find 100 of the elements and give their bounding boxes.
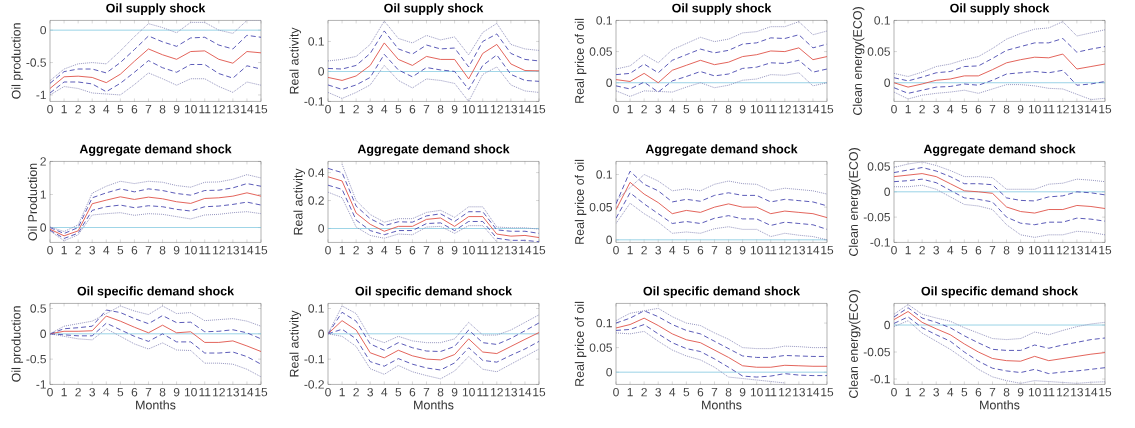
y-tick-label: 0 xyxy=(40,223,47,232)
y-tick-label: -0.1 xyxy=(304,97,324,106)
x-tick-label: 7 xyxy=(145,387,152,396)
y-tick-label: 2 xyxy=(40,157,46,166)
x-tick-label: 12 xyxy=(1057,387,1069,397)
x-tick-label: 12 xyxy=(213,387,225,397)
x-tick-label: 15 xyxy=(255,387,268,397)
x-tick-label: 15 xyxy=(1099,104,1112,114)
x-tick-label: 4 xyxy=(947,245,954,254)
x-tick-label: 10 xyxy=(462,245,475,255)
x-axis-title: Months xyxy=(702,400,742,410)
x-tick-label: 3 xyxy=(655,387,662,397)
x-tick-label: 12 xyxy=(491,387,503,397)
x-tick-label: 14 xyxy=(519,245,532,254)
x-tick-label: 8 xyxy=(1003,104,1010,114)
y-axis-title: Real activity xyxy=(289,310,302,377)
x-tick-label: 1 xyxy=(61,104,67,113)
x-tick-label: 5 xyxy=(395,245,402,255)
y-axis-title: Oil production xyxy=(11,23,24,99)
y-tick-label: 0.05 xyxy=(867,47,890,56)
x-tick-label: 11 xyxy=(765,387,777,396)
x-tick-label: 1 xyxy=(627,104,633,113)
x-tick-label: 2 xyxy=(75,245,81,255)
x-tick-label: 14 xyxy=(1085,387,1098,396)
x-tick-label: 12 xyxy=(1057,104,1069,114)
x-tick-label: 12 xyxy=(213,104,225,114)
x-tick-label: 4 xyxy=(947,104,954,113)
x-tick-label: 4 xyxy=(669,387,676,396)
x-tick-label: 6 xyxy=(697,245,704,255)
x-tick-label: 10 xyxy=(750,104,763,114)
y-tick-label: 0 xyxy=(884,78,891,87)
x-tick-label: 7 xyxy=(989,245,996,254)
x-tick-label: 7 xyxy=(711,104,718,113)
y-axis-title: Oil production xyxy=(11,306,24,382)
x-tick-label: 1 xyxy=(339,245,345,254)
x-tick-label: 11 xyxy=(477,104,489,113)
x-tick-label: 10 xyxy=(462,387,475,397)
x-tick-label: 14 xyxy=(241,387,254,396)
x-tick-label: 1 xyxy=(339,104,345,113)
x-tick-label: 1 xyxy=(627,245,633,254)
y-tick-label: 0 xyxy=(606,367,613,377)
x-tick-label: 5 xyxy=(683,387,690,397)
x-tick-label: 9 xyxy=(739,245,746,255)
x-tick-label: 13 xyxy=(1071,245,1083,255)
chart-title: Oil specific demand shock xyxy=(77,286,235,298)
y-tick-label: 1 xyxy=(40,190,46,199)
x-tick-label: 7 xyxy=(145,245,152,254)
y-tick-label: 0.5 xyxy=(30,304,46,313)
x-tick-label: 7 xyxy=(711,387,718,396)
x-tick-label: 13 xyxy=(793,104,805,114)
y-tick-label: -0.2 xyxy=(304,380,324,389)
x-tick-label: 8 xyxy=(725,245,732,255)
y-tick-label: -0.1 xyxy=(870,374,890,384)
y-tick-label: 0 xyxy=(606,78,613,87)
x-tick-label: 9 xyxy=(173,104,180,114)
x-tick-label: 6 xyxy=(409,245,416,255)
x-tick-label: 10 xyxy=(1028,104,1041,114)
y-axis-title: Real activity xyxy=(293,168,306,235)
y-tick-label: -0.1 xyxy=(870,238,890,247)
chart-title: Aggregate demand shock xyxy=(923,144,1076,156)
x-tick-label: 6 xyxy=(409,387,416,397)
x-tick-label: 8 xyxy=(725,387,732,397)
x-tick-label: 11 xyxy=(1043,245,1055,254)
y-tick-label: 0 xyxy=(884,187,891,196)
y-axis-title: Real price of oil xyxy=(574,18,587,103)
y-tick-label: 0 xyxy=(606,235,613,244)
x-tick-label: 7 xyxy=(711,245,718,254)
y-tick-label: 0 xyxy=(40,25,47,35)
x-tick-label: 13 xyxy=(505,104,517,114)
x-tick-label: 1 xyxy=(61,387,67,396)
x-tick-label: 2 xyxy=(919,245,925,255)
chart-title: Aggregate demand shock xyxy=(645,144,798,156)
y-tick-label: 0.1 xyxy=(596,170,612,179)
y-axis-title: Clean energy(ECO) xyxy=(848,289,861,398)
x-tick-label: 12 xyxy=(779,387,791,397)
x-tick-label: 9 xyxy=(1017,387,1024,397)
y-tick-label: 0.05 xyxy=(589,47,612,56)
x-tick-label: 4 xyxy=(103,245,110,254)
x-tick-label: 7 xyxy=(423,387,430,396)
y-tick-label: -0.05 xyxy=(863,347,890,357)
x-tick-label: 8 xyxy=(1003,245,1010,255)
x-tick-label: 11 xyxy=(1043,104,1055,113)
x-tick-label: 9 xyxy=(1017,104,1024,114)
x-tick-label: 6 xyxy=(409,104,416,114)
x-tick-label: 8 xyxy=(725,104,732,114)
x-tick-label: 14 xyxy=(519,104,532,113)
x-tick-label: 2 xyxy=(641,387,647,397)
x-tick-label: 1 xyxy=(339,387,345,396)
x-tick-label: 9 xyxy=(451,245,458,255)
x-tick-label: 6 xyxy=(697,104,704,114)
x-tick-label: 5 xyxy=(395,104,402,114)
chart-title: Aggregate demand shock xyxy=(357,144,510,156)
x-tick-label: 3 xyxy=(367,387,374,397)
x-axis-title: Months xyxy=(136,400,176,410)
y-tick-label: 0.4 xyxy=(308,168,325,177)
x-tick-label: 2 xyxy=(919,104,925,114)
x-tick-label: 13 xyxy=(505,245,517,255)
x-tick-label: 15 xyxy=(255,104,268,114)
x-tick-label: 13 xyxy=(1071,387,1083,397)
x-tick-label: 15 xyxy=(821,104,834,114)
